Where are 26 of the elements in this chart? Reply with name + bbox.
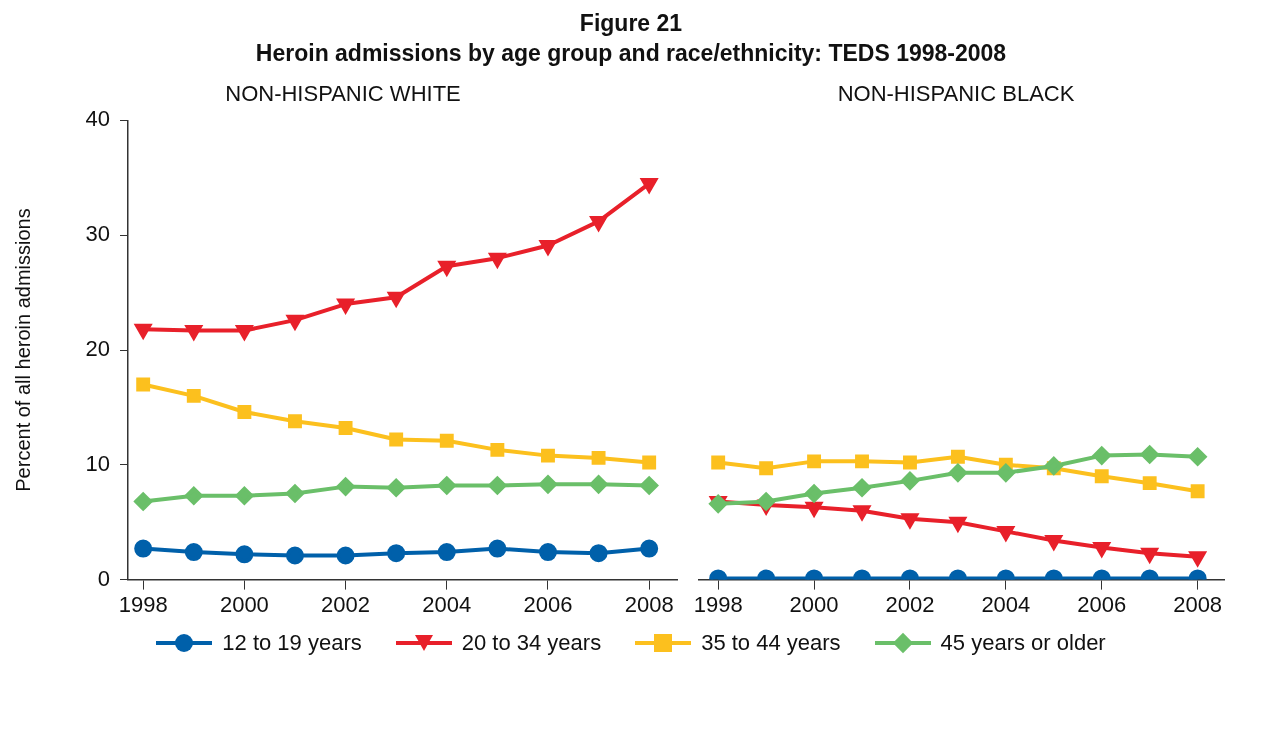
legend-label: 35 to 44 years — [701, 630, 841, 656]
x-tick-label: 2002 — [885, 591, 935, 617]
x-tick-label: 2004 — [422, 591, 472, 617]
x-tick-label: 1998 — [693, 591, 743, 617]
y-axis-title: Percent of all heroin admissions — [11, 208, 34, 492]
x-tick-label: 2000 — [789, 591, 839, 617]
chart-title: NON-HISPANIC BLACK — [837, 81, 1075, 107]
x-tick-label: 2006 — [523, 591, 573, 617]
x-tick-label: 2002 — [321, 591, 371, 617]
x-tick-label: 2004 — [981, 591, 1031, 617]
y-tick-label: 0 — [97, 565, 110, 591]
text: Heroin admissions by age group and race/ethnicity: TEDS 1998-2008 — [254, 39, 1008, 68]
chart-title: NON-HISPANIC WHITE — [225, 81, 461, 107]
y-tick-label: 20 — [85, 336, 110, 362]
legend-label: 12 to 19 years — [222, 630, 362, 656]
caption: Figure 21 — [578, 9, 684, 38]
x-tick-label: 2008 — [1173, 591, 1223, 617]
x-tick-label: 2006 — [1077, 591, 1127, 617]
x-tick-label: 2008 — [624, 591, 674, 617]
y-tick-label: 40 — [85, 106, 110, 132]
y-tick-label: 30 — [85, 221, 110, 247]
x-tick-label: 2000 — [219, 591, 269, 617]
x-tick-label: 1998 — [118, 591, 168, 617]
legend-label: 45 years or older — [940, 630, 1106, 656]
legend-label: 20 to 34 years — [461, 630, 602, 656]
y-tick-label: 10 — [85, 450, 110, 476]
